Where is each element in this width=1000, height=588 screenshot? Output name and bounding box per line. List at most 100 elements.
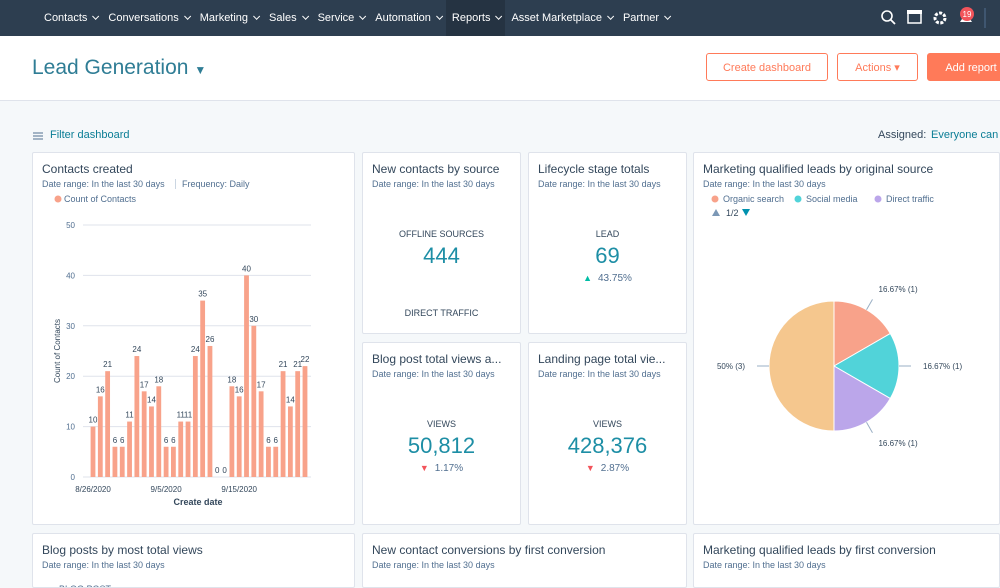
trend-arrow: ▼ [585,463,595,473]
nav-item[interactable]: Conversations [102,0,193,36]
y-tick-label: 20 [66,372,75,381]
nav-item[interactable]: Contacts [38,0,102,36]
kpi-label: VIEWS [592,419,622,429]
nav-item[interactable]: Sales [263,0,312,36]
y-tick-label: 30 [66,322,75,331]
bar [178,421,184,477]
data-label: 14 [147,395,156,404]
data-label: 26 [206,335,215,344]
date-range: Date range: In the last 30 days [372,179,495,189]
assigned-value[interactable]: Everyone can e [931,129,1000,141]
bar [251,325,257,477]
settings-icon[interactable] [933,11,947,25]
legend-next[interactable] [742,209,750,216]
filter-dashboard[interactable]: Filter dashboard [50,129,130,141]
create-dashboard-button[interactable]: Create dashboard [706,53,828,81]
bar [200,300,206,477]
nav-item[interactable]: Automation [369,0,446,36]
search-icon[interactable] [881,10,893,22]
report-card: Blog post total views a... Date range: In… [362,342,521,525]
data-label: 21 [293,360,302,369]
date-range: Date range: In the last 30 days [372,369,495,379]
bar [236,396,242,477]
data-label: 6 [274,436,279,445]
card-title: Landing page total vie... [538,352,666,366]
nav-item[interactable]: Service [312,0,370,36]
legend-label: Organic search [723,194,784,204]
chart: Count of Contacts 0 10 20 30 40 50 Count of Con… [53,194,311,507]
data-label: 6 [171,436,176,445]
assigned-label: Assigned: [878,129,927,141]
change-value: 43.75% [598,273,632,284]
filter-icon [33,132,43,140]
legend-label: Direct traffic [886,194,934,204]
title-text: Lead Generation [32,56,189,79]
nav-icons: 19 [881,7,986,28]
data-label: 24 [191,345,200,354]
kpi-label: OFFLINE SOURCES [398,229,484,239]
date-range: Date range: In the last 30 days [703,560,826,570]
actions-button[interactable]: Actions ▾ [837,53,918,81]
nav-item[interactable]: Partner [617,0,674,36]
nav-item[interactable]: Asset Marketplace [505,0,616,36]
data-label: 11 [125,411,134,420]
kpi-change: ▲ 43.75% [529,273,686,284]
data-label: 21 [279,360,288,369]
card-title: Lifecycle stage totals [538,162,650,176]
bar [141,391,147,477]
data-label: 6 [113,436,118,445]
kpi-value: 69 [595,243,620,268]
report-card: Lifecycle stage totals Date range: In the… [528,152,687,334]
dashboard-title[interactable]: Lead Generation ▼ [32,56,207,79]
card-title: Blog post total views a... [372,352,502,366]
report-card: Marketing qualified leads by original so… [693,152,1000,525]
kpi-change: ▼ 2.87% [529,463,686,474]
report-card: Contacts created Date range: In the last … [32,152,355,525]
data-label: 18 [154,375,163,384]
card-title: Marketing qualified leads by original so… [703,162,934,176]
kpi-value: 50,812 [407,433,476,458]
report-card: New contact conversions by first convers… [362,533,687,588]
bar [207,345,213,477]
data-label: 11 [184,411,193,420]
report-card: Marketing qualified leads by first conve… [693,533,1000,588]
y-tick-label: 50 [66,221,75,230]
date-range: Date range: In the last 30 days [538,369,661,379]
date-range: Date range: In the last 30 days [538,179,661,189]
bar [266,446,271,477]
x-tick-label: 9/15/2020 [221,485,257,494]
trend-arrow: ▲ [583,273,592,283]
data-label: 14 [286,395,295,404]
legend-swatch [711,195,719,203]
bar [244,275,249,477]
legend-prev[interactable] [712,209,720,216]
data-label: 21 [103,360,112,369]
nav-items: Contacts Conversations Marketing Sales Servi… [38,0,674,36]
x-tick-label: 8/26/2020 [75,485,111,494]
legend-swatch [794,195,802,203]
add-report-button[interactable]: Add report [927,53,1000,81]
date-range: Date range: In the last 30 days [372,560,495,570]
data-label: 0 [215,466,220,475]
kpi-label: LEAD [595,229,620,239]
bar [149,406,154,477]
y-tick-label: 10 [66,423,75,432]
kpi-label: DIRECT TRAFFIC [404,308,479,318]
pie-slice [833,365,891,432]
pie-slice [833,300,891,367]
slice-label: 16.67% (1) [923,362,962,371]
nav-item[interactable]: Marketing [194,0,263,36]
bar [273,446,279,477]
bar [192,356,198,477]
legend-swatch [54,195,62,203]
card-title: New contact conversions by first convers… [372,543,606,557]
kpi-label: VIEWS [426,419,456,429]
trend-arrow: ▼ [419,463,429,473]
y-axis-title: Count of Contacts [53,319,62,383]
date-range: Date range: In the last 30 days [42,560,165,570]
card-title: Marketing qualified leads by first conve… [703,543,936,557]
bar [280,371,286,477]
legend-label: Count of Contacts [64,194,137,204]
bar [229,386,235,477]
nav-item[interactable]: Reports [445,0,506,36]
